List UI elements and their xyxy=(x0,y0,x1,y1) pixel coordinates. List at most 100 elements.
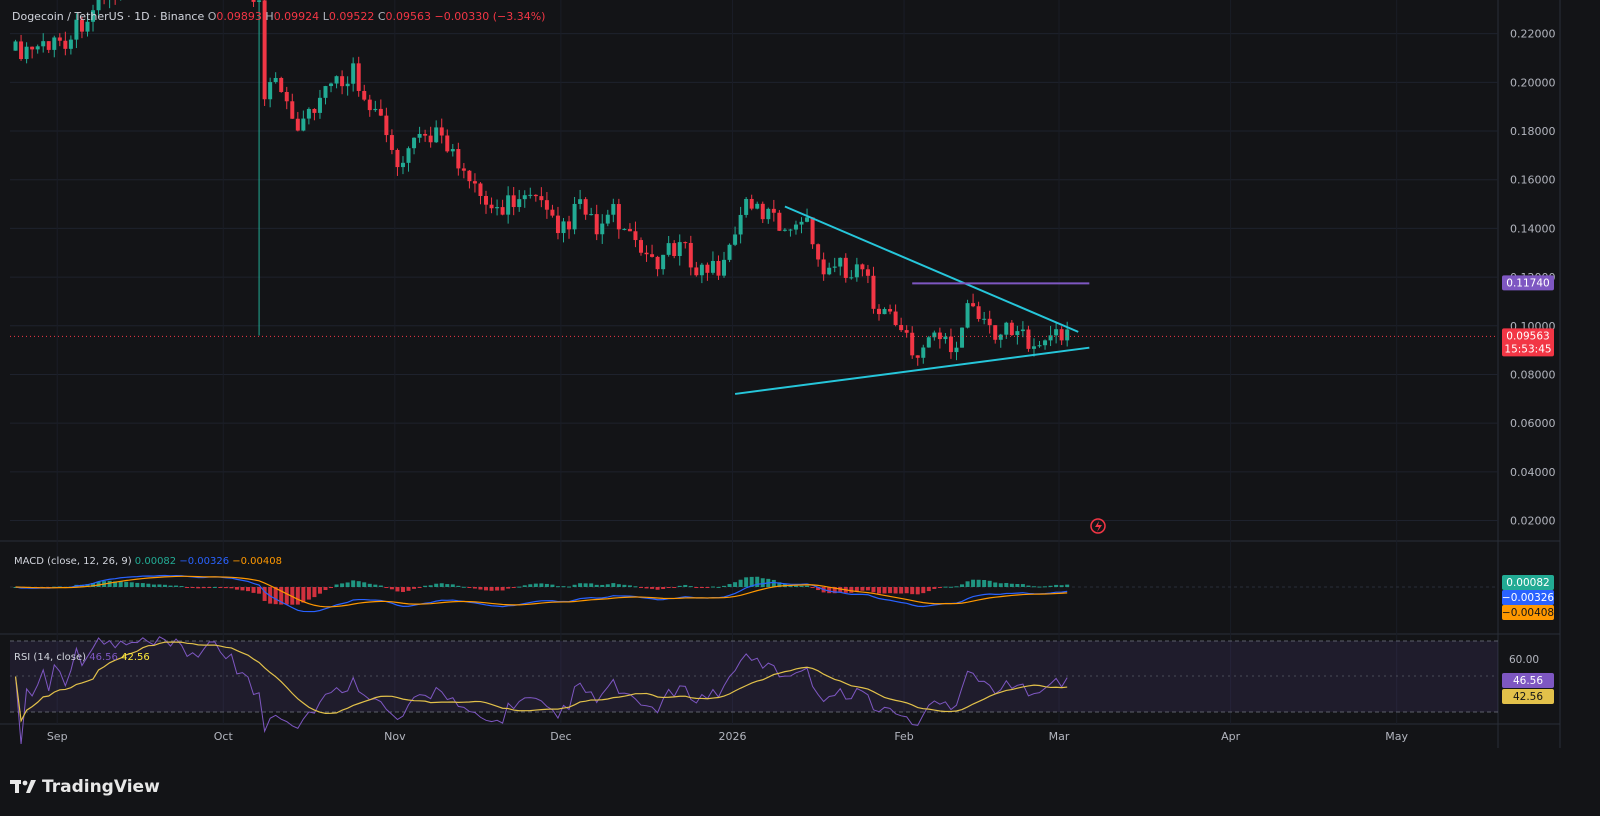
macd-histogram-bar xyxy=(567,586,572,588)
candle-body xyxy=(722,259,727,276)
candle-body xyxy=(827,267,832,275)
candle-body xyxy=(1043,340,1048,346)
candle-body xyxy=(572,203,577,230)
candle-body xyxy=(605,214,610,224)
candle-body xyxy=(666,243,671,255)
symbol-title[interactable]: Dogecoin / TetherUS · 1D · Binance xyxy=(12,10,205,23)
candle-body xyxy=(345,83,350,87)
candle-body xyxy=(622,228,627,230)
macd-histogram-bar xyxy=(323,587,328,591)
macd-signal-tag: −0.00408 xyxy=(1502,607,1554,619)
macd-histogram-bar xyxy=(262,587,267,601)
macd-histogram-bar xyxy=(1009,583,1014,587)
macd-histogram-bar xyxy=(876,587,881,594)
macd-histogram-bar xyxy=(118,581,123,587)
macd-histogram-bar xyxy=(716,586,721,588)
candle-body xyxy=(860,264,865,270)
candle-body xyxy=(317,97,322,113)
tradingview-footer[interactable]: TradingView xyxy=(10,777,160,797)
macd-histogram-bar xyxy=(960,584,965,587)
candle-body xyxy=(987,318,992,326)
macd-histogram-bar xyxy=(578,583,583,587)
macd-histogram-bar xyxy=(710,586,715,588)
macd-histogram-bar xyxy=(340,583,345,587)
candle-body xyxy=(340,76,345,87)
candle-body xyxy=(395,149,400,168)
macd-histogram-bar xyxy=(472,587,477,589)
candle-body xyxy=(57,37,62,41)
candle-body xyxy=(478,183,483,196)
candle-body xyxy=(329,83,334,87)
candle-body xyxy=(373,108,378,111)
candle-body xyxy=(627,228,632,232)
candle-body xyxy=(489,204,494,209)
last-price-tag: 0.09563 xyxy=(1506,330,1549,342)
rsi-legend[interactable]: RSI (14, close) 46.56 42.56 xyxy=(14,652,150,663)
candle-body xyxy=(799,221,804,225)
macd-histogram-bar xyxy=(1065,584,1070,587)
macd-histogram-bar xyxy=(816,587,821,591)
candle-body xyxy=(323,86,328,98)
candle-body xyxy=(843,257,848,278)
candle-body xyxy=(362,90,367,100)
candle-body xyxy=(888,308,893,312)
candle-body xyxy=(1031,346,1036,349)
candle-body xyxy=(616,204,621,230)
rsi-ma-tag-bg xyxy=(1502,689,1554,704)
close-value: 0.09563 xyxy=(385,10,432,23)
macd-histogram-bar xyxy=(810,587,815,588)
macd-histogram-bar xyxy=(788,585,793,587)
macd-histogram-bar xyxy=(301,587,306,603)
candle-body xyxy=(539,196,544,201)
macd-histogram-bar xyxy=(456,585,461,587)
candle-body xyxy=(583,199,588,215)
macd-histogram-bar xyxy=(827,587,832,594)
candle-body xyxy=(899,324,904,331)
candle-body xyxy=(378,108,383,116)
macd-histogram-bar xyxy=(749,576,754,587)
candle-body xyxy=(600,223,605,235)
macd-histogram-bar xyxy=(312,587,317,598)
macd-histogram-bar xyxy=(1015,584,1020,587)
macd-histogram-bar xyxy=(522,585,527,587)
macd-histogram-bar xyxy=(965,581,970,587)
macd-histogram-bar xyxy=(484,587,489,591)
macd-histogram-bar xyxy=(838,587,843,593)
candle-body xyxy=(467,170,472,182)
candle-body xyxy=(1004,322,1009,335)
macd-histogram-bar xyxy=(638,587,643,588)
macd-histogram-bar xyxy=(722,585,727,587)
macd-histogram-bar xyxy=(400,587,405,592)
candle-body xyxy=(954,347,959,353)
candle-body xyxy=(760,203,765,220)
macd-hist-tag-bg xyxy=(1502,575,1554,590)
macd-histogram-bar xyxy=(899,587,904,594)
macd-histogram-bar xyxy=(705,587,710,588)
candle-body xyxy=(450,149,455,152)
macd-histogram-bar xyxy=(162,584,167,587)
macd-histogram-bar xyxy=(627,585,632,587)
low-label: L xyxy=(322,10,329,23)
macd-histogram-bar xyxy=(882,587,887,594)
macd-histogram-bar xyxy=(201,587,206,589)
macd-histogram-bar xyxy=(389,587,394,590)
macd-histogram-bar xyxy=(395,587,400,592)
macd-histogram-bar xyxy=(954,586,959,588)
candle-body xyxy=(461,168,466,171)
candle-body xyxy=(417,133,422,138)
candle-body xyxy=(705,264,710,273)
macd-histogram-bar xyxy=(1037,586,1042,588)
candle-body xyxy=(982,318,987,320)
macd-histogram-bar xyxy=(290,587,295,605)
macd-histogram-bar xyxy=(666,587,671,588)
candle-body xyxy=(1065,329,1070,341)
macd-histogram-bar xyxy=(699,587,704,588)
rsi-ma-value: 42.56 xyxy=(121,652,150,663)
candle-body xyxy=(921,347,926,358)
macd-histogram-bar xyxy=(688,586,693,588)
candle-body xyxy=(356,63,361,91)
macd-legend[interactable]: MACD (close, 12, 26, 9) 0.00082 −0.00326… xyxy=(14,556,282,567)
macd-histogram-bar xyxy=(650,587,655,589)
macd-histogram-bar xyxy=(683,584,688,587)
